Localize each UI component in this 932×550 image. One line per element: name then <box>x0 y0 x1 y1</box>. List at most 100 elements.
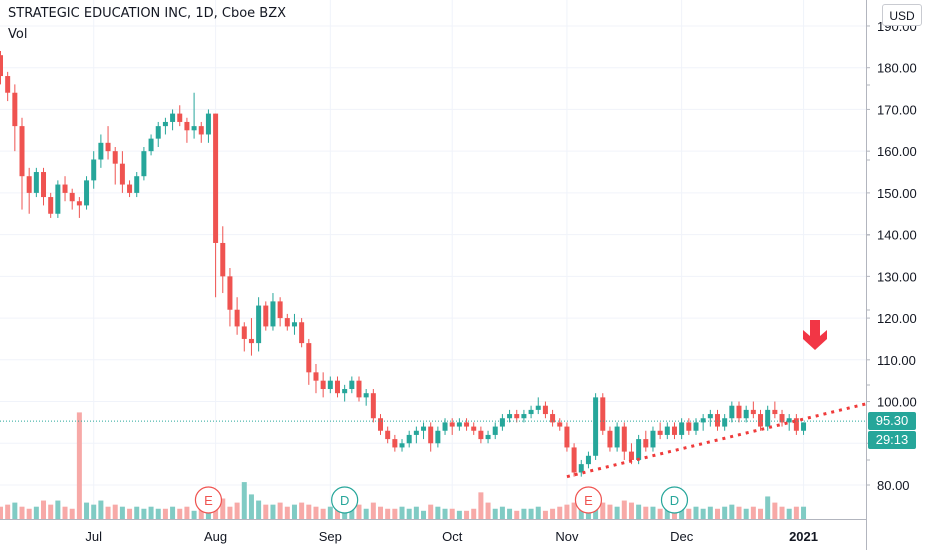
candle-body <box>664 426 670 435</box>
candle-body <box>227 276 233 310</box>
event-marker-label: D <box>670 493 679 508</box>
candle-body <box>55 184 61 214</box>
volume-bar <box>636 504 642 519</box>
candle-body <box>600 397 606 431</box>
candle-body <box>564 426 570 448</box>
candle-body <box>19 126 25 177</box>
x-tick-label: 2021 <box>789 529 818 544</box>
candle-body <box>349 380 355 390</box>
candle-body <box>134 176 140 193</box>
candle-body <box>557 422 563 427</box>
volume-bar <box>270 504 276 519</box>
volume-bar <box>399 506 405 519</box>
candle-body <box>385 430 391 440</box>
candle-body <box>41 172 47 198</box>
volume-bar <box>370 502 376 519</box>
volume-bar <box>127 508 133 519</box>
candle-body <box>184 121 190 131</box>
y-tick-label: 160.00 <box>877 144 917 159</box>
candle-body <box>793 418 799 431</box>
candle-body <box>478 430 484 440</box>
candle-body <box>679 422 685 435</box>
y-tick-label: 180.00 <box>877 61 917 76</box>
volume-bar <box>33 506 39 519</box>
y-tick-label: 80.00 <box>877 478 910 493</box>
candle-body <box>98 142 104 160</box>
volume-bar <box>758 508 764 519</box>
candle-body <box>428 426 434 444</box>
volume-bar <box>686 508 692 519</box>
volume-bar <box>406 508 412 519</box>
y-tick-label: 140.00 <box>877 228 917 243</box>
volume-bar <box>234 502 240 519</box>
y-tick-label: 100.00 <box>877 395 917 410</box>
candle-body <box>593 397 599 456</box>
candle-body <box>306 343 312 373</box>
candle-body <box>456 422 462 427</box>
x-tick-label: Dec <box>670 529 694 544</box>
candle-body <box>256 305 262 344</box>
volume-bar <box>557 506 563 519</box>
candle-body <box>729 405 735 419</box>
candle-body <box>198 126 204 135</box>
volume-bar <box>772 502 778 519</box>
volume-bar <box>5 504 11 519</box>
candle-body <box>535 405 541 410</box>
volume-bar <box>141 508 147 519</box>
candle-body <box>571 447 577 473</box>
volume-bar <box>284 506 290 519</box>
volume-bar <box>507 508 513 519</box>
candle-body <box>213 113 219 243</box>
volume-label: Vol <box>8 27 28 42</box>
volume-bar <box>248 494 254 519</box>
candle-body <box>5 76 11 93</box>
volume-bar <box>241 482 247 519</box>
volume-bar <box>84 502 90 519</box>
candle-body <box>284 318 290 327</box>
volume-bar <box>499 506 505 519</box>
candle-body <box>550 414 556 423</box>
candle-body <box>492 426 498 435</box>
volume-bar <box>413 506 419 519</box>
candle-body <box>378 418 384 431</box>
dividend-marker <box>331 486 359 514</box>
candle-body <box>363 393 369 398</box>
volume-bar <box>578 504 584 519</box>
candle-body <box>84 180 90 206</box>
dividend-marker <box>660 486 689 514</box>
volume-bar <box>12 502 18 519</box>
event-marker-label: E <box>204 493 213 508</box>
candle-body <box>270 301 276 327</box>
candle-body <box>69 192 75 202</box>
currency-button[interactable]: USD <box>882 4 922 26</box>
y-tick-label: 150.00 <box>877 186 917 201</box>
volume-bar <box>521 508 527 519</box>
volume-bar <box>535 506 541 519</box>
candle-body <box>578 464 584 473</box>
volume-bar <box>299 502 305 519</box>
volume-bar <box>614 506 620 519</box>
volume-bar <box>693 506 699 519</box>
candle-body <box>449 422 455 427</box>
candle-body <box>413 430 419 435</box>
candle-body <box>105 142 111 152</box>
candle-body <box>76 201 82 206</box>
candle-body <box>370 393 376 419</box>
volume-bar <box>750 506 756 519</box>
volume-bar <box>743 508 749 519</box>
chart-title: STRATEGIC EDUCATION INC, 1D, Cboe BZX <box>8 6 287 21</box>
volume-bar <box>55 500 61 519</box>
volume-bar <box>464 510 470 519</box>
candle-body <box>406 434 412 444</box>
candle-body <box>205 113 211 135</box>
candle-body <box>471 426 477 431</box>
volume-bar <box>76 412 82 519</box>
volume-bar <box>162 508 168 519</box>
volume-bar <box>428 504 434 519</box>
event-marker-label: D <box>340 493 349 508</box>
volume-bar <box>765 496 771 519</box>
candle-body <box>33 172 39 193</box>
volume-bar <box>0 506 3 519</box>
